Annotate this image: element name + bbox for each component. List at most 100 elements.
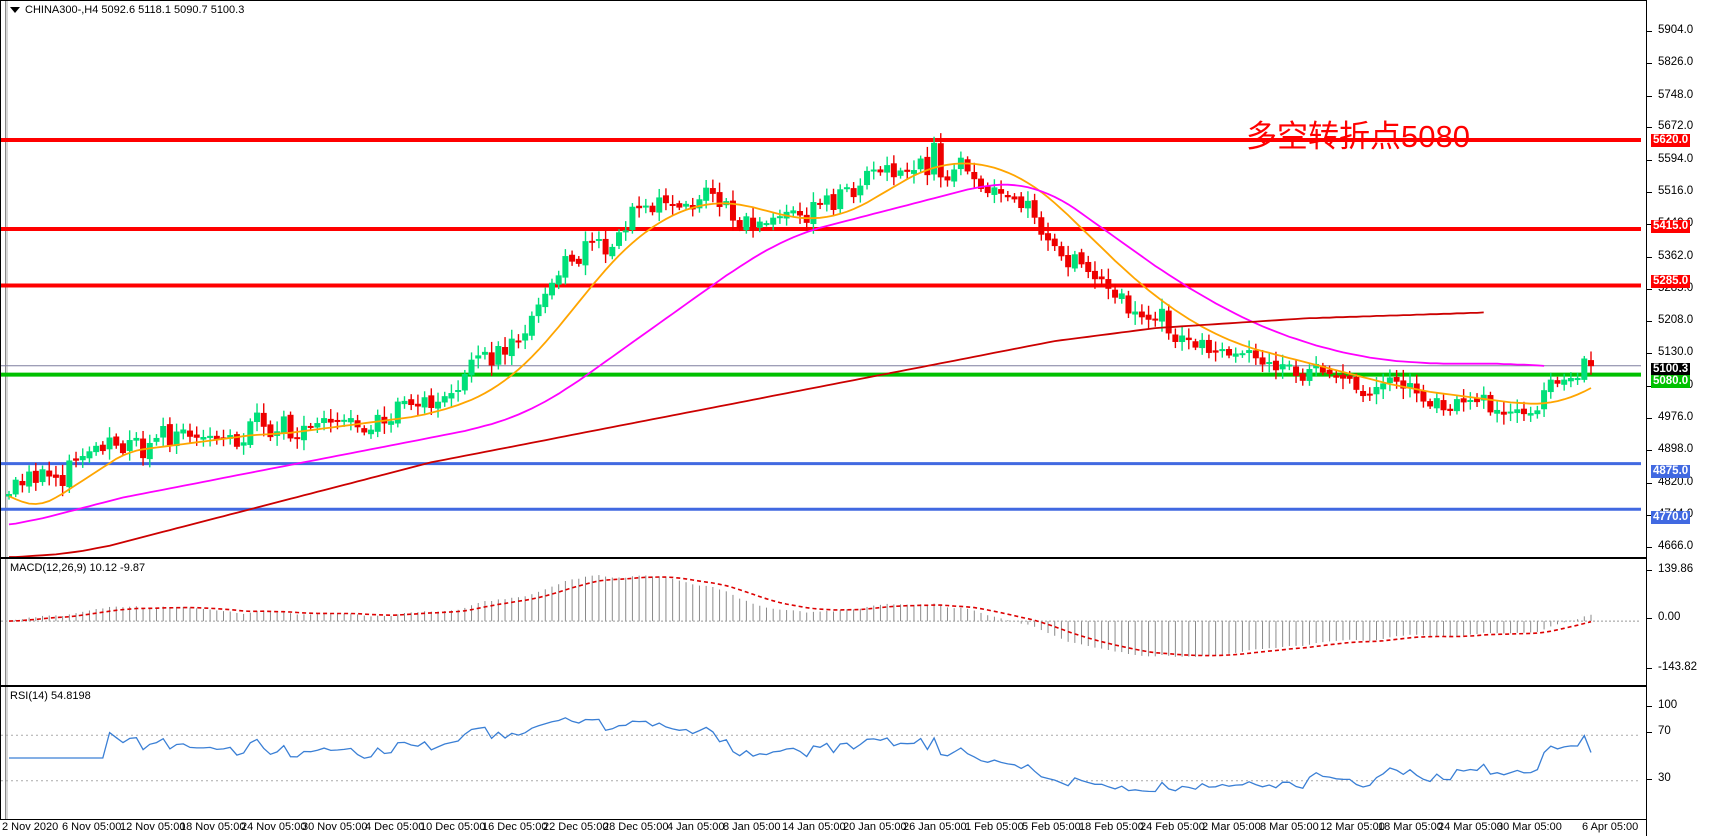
- macd-tick-label: -143.82: [1658, 661, 1698, 673]
- rsi-panel-left-edge: [1, 687, 6, 819]
- rsi-plot-area[interactable]: [1, 687, 1646, 819]
- price-tick: [1647, 321, 1652, 322]
- price-tick-label: 5516.0: [1658, 185, 1694, 197]
- price-level-tag[interactable]: 5415.0: [1651, 220, 1691, 233]
- macd-plot-area[interactable]: [1, 559, 1646, 685]
- price-tick-label: 5208.0: [1658, 314, 1694, 326]
- price-panel[interactable]: CHINA300-,H4 5092.6 5118.1 5090.7 5100.3…: [0, 0, 1647, 558]
- rsi-panel-left-edge-2: [6, 687, 8, 819]
- time-label: 24 Mar 05:00: [1438, 821, 1503, 833]
- price-tick: [1647, 96, 1652, 97]
- price-tick-label: 4666.0: [1658, 540, 1694, 552]
- price-scale-divider: [1646, 0, 1647, 836]
- time-label: 6 Nov 05:00: [62, 821, 122, 833]
- price-level-tag[interactable]: 5620.0: [1651, 134, 1691, 147]
- price-tick: [1647, 289, 1652, 290]
- price-tick: [1647, 224, 1652, 225]
- chart-annotation-text: 多空转折点5080: [1246, 119, 1470, 154]
- price-level-tag[interactable]: 5285.0: [1651, 275, 1691, 288]
- time-label: 2 Nov 2020: [2, 821, 59, 833]
- rsi-tick-label: 30: [1658, 772, 1671, 784]
- time-label: 30 Nov 05:00: [302, 821, 368, 833]
- macd-histogram: [15, 575, 1592, 657]
- macd-tick: [1647, 668, 1652, 669]
- symbol-header-text: CHINA300-,H4 5092.6 5118.1 5090.7 5100.3: [25, 4, 245, 16]
- ma-fast-line: [8, 162, 1592, 505]
- price-tick-label: 4898.0: [1658, 443, 1694, 455]
- time-label: 12 Nov 05:00: [120, 821, 186, 833]
- price-tick: [1647, 160, 1652, 161]
- time-label: 4 Jan 05:00: [667, 821, 725, 833]
- price-tick-label: 5594.0: [1658, 153, 1694, 165]
- price-tick-label: 5748.0: [1658, 89, 1694, 101]
- price-tick: [1647, 547, 1652, 548]
- price-level-tag[interactable]: 4875.0: [1651, 465, 1691, 478]
- rsi-tick: [1647, 779, 1652, 780]
- price-tick: [1647, 483, 1652, 484]
- time-label: 1 Feb 05:00: [965, 821, 1024, 833]
- price-level-tag[interactable]: 5080.0: [1651, 375, 1691, 388]
- time-label: 5 Feb 05:00: [1022, 821, 1081, 833]
- price-scale[interactable]: 5904.05826.05748.05672.05594.05516.05440…: [1646, 0, 1725, 836]
- panel-left-edge-2: [6, 1, 8, 557]
- time-label: 8 Jan 05:00: [723, 821, 781, 833]
- time-label: 28 Dec 05:00: [603, 821, 669, 833]
- price-tick-label: 5826.0: [1658, 56, 1694, 68]
- price-tick: [1647, 63, 1652, 64]
- macd-tick-label: 139.86: [1658, 563, 1694, 575]
- price-chart-svg: [1, 133, 1641, 557]
- macd-panel[interactable]: MACD(12,26,9) 10.12 -9.87: [0, 558, 1647, 686]
- time-label: 18 Nov 05:00: [180, 821, 246, 833]
- price-tick: [1647, 257, 1652, 258]
- price-tick: [1647, 192, 1652, 193]
- time-label: 12 Mar 05:00: [1320, 821, 1385, 833]
- price-tick-label: 5672.0: [1658, 120, 1694, 132]
- time-label: 22 Dec 05:00: [543, 821, 609, 833]
- candlestick-series: [6, 133, 1595, 500]
- price-level-tag[interactable]: 4770.0: [1651, 511, 1691, 524]
- time-label: 16 Dec 05:00: [482, 821, 548, 833]
- price-tick: [1647, 31, 1652, 32]
- price-level-tag[interactable]: 5100.3: [1651, 363, 1691, 376]
- time-scale[interactable]: 2 Nov 2020 6 Nov 05:00 12 Nov 05:00 18 Nov …: [0, 820, 1646, 836]
- rsi-tick: [1647, 732, 1652, 733]
- macd-tick-label: 0.00: [1658, 611, 1681, 623]
- macd-signal-line: [8, 576, 1592, 657]
- price-tick-label: 5130.0: [1658, 346, 1694, 358]
- rsi-tick-label: 70: [1658, 725, 1671, 737]
- macd-panel-left-edge-2: [6, 559, 8, 685]
- ma-mid-line: [8, 183, 1545, 526]
- macd-tick: [1647, 618, 1652, 619]
- macd-chart-svg: [1, 575, 1641, 657]
- time-label: 18 Feb 05:00: [1079, 821, 1144, 833]
- macd-indicator-label: MACD(12,26,9) 10.12 -9.87: [10, 562, 146, 574]
- price-tick-label: 4820.0: [1658, 476, 1694, 488]
- symbol-header: CHINA300-,H4 5092.6 5118.1 5090.7 5100.3: [10, 4, 244, 16]
- time-label: 10 Dec 05:00: [420, 821, 486, 833]
- caret-down-icon[interactable]: [10, 7, 20, 14]
- time-label: 26 Jan 05:00: [903, 821, 967, 833]
- price-plot-area[interactable]: [1, 1, 1646, 557]
- price-tick: [1647, 515, 1652, 516]
- price-tick-label: 4976.0: [1658, 411, 1694, 423]
- price-tick: [1647, 127, 1652, 128]
- time-label: 20 Jan 05:00: [843, 821, 907, 833]
- time-label: 4 Dec 05:00: [365, 821, 425, 833]
- time-label: 6 Apr 05:00: [1582, 821, 1639, 833]
- rsi-chart-svg: [1, 717, 1641, 793]
- rsi-line: [9, 717, 1592, 793]
- price-tick: [1647, 450, 1652, 451]
- price-tick-label: 5904.0: [1658, 24, 1694, 36]
- rsi-panel[interactable]: RSI(14) 54.8198: [0, 686, 1647, 820]
- time-label: 24 Nov 05:00: [241, 821, 307, 833]
- time-label: 30 Mar 05:00: [1497, 821, 1562, 833]
- rsi-tick-label: 100: [1658, 699, 1678, 711]
- macd-panel-left-edge: [1, 559, 6, 685]
- rsi-tick: [1647, 706, 1652, 707]
- price-tick: [1647, 386, 1652, 387]
- price-tick: [1647, 353, 1652, 354]
- rsi-indicator-label: RSI(14) 54.8198: [10, 690, 91, 702]
- time-label: 24 Feb 05:00: [1140, 821, 1205, 833]
- time-label: 18 Mar 05:00: [1378, 821, 1443, 833]
- macd-tick: [1647, 570, 1652, 571]
